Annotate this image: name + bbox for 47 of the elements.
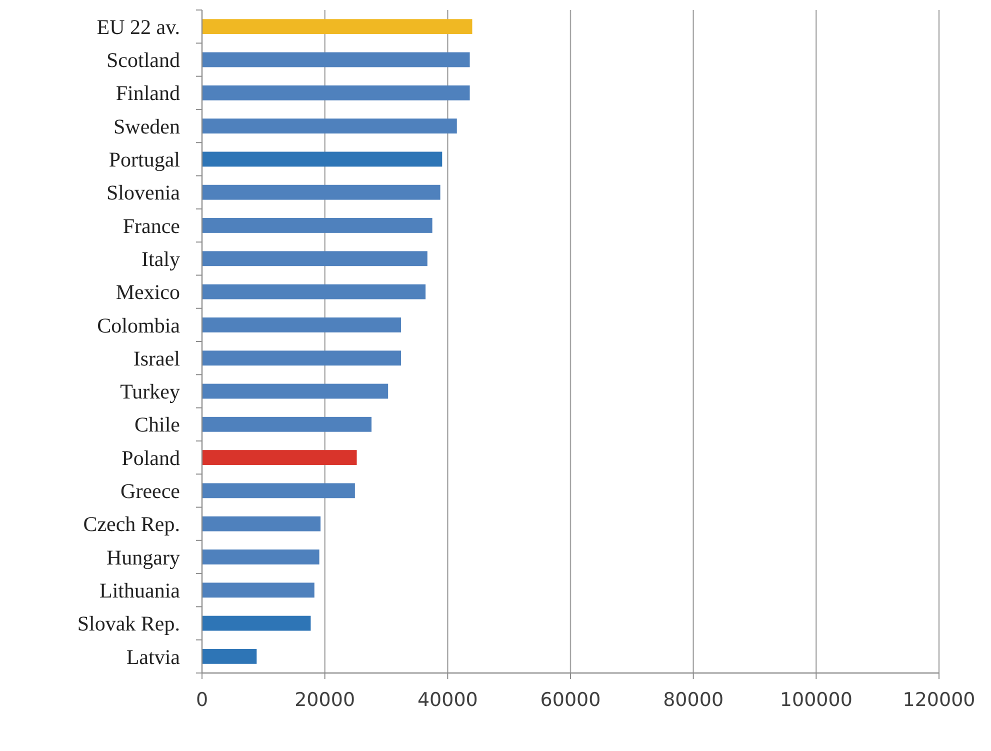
y-tick-label: EU 22 av.	[96, 14, 180, 39]
bar	[202, 550, 320, 564]
x-tick-label: 40000	[417, 689, 478, 711]
bar	[202, 118, 457, 134]
y-tick-label: Lithuania	[100, 578, 181, 602]
bar	[202, 450, 357, 465]
bar	[202, 350, 401, 366]
y-tick-label: France	[122, 214, 180, 238]
x-tick-label: 100000	[780, 689, 852, 711]
y-tick-label: Slovenia	[106, 180, 181, 205]
bar	[202, 516, 321, 532]
y-tick-label: Greece	[120, 479, 180, 504]
bar	[202, 317, 401, 332]
y-tick-label: Israel	[133, 346, 180, 370]
x-tick-label: 0	[196, 689, 208, 711]
y-tick-label: Finland	[116, 81, 180, 106]
bar	[202, 218, 432, 233]
x-tick-label: 20000	[294, 689, 356, 711]
bar	[202, 19, 472, 34]
x-tick-label: 60000	[540, 689, 601, 711]
y-tick-label: Hungary	[106, 545, 180, 570]
bar	[202, 251, 428, 266]
bar	[202, 616, 311, 631]
x-tick-label: 120000	[902, 689, 976, 711]
y-tick-label: Scotland	[106, 48, 180, 72]
y-tick-label: Mexico	[116, 280, 180, 304]
bar	[202, 85, 470, 100]
y-tick-label: Slovak Rep.	[77, 612, 180, 636]
bar	[202, 416, 372, 432]
y-tick-label: Turkey	[120, 380, 180, 404]
y-tick-label: Chile	[134, 412, 180, 437]
y-tick-label: Italy	[142, 246, 180, 271]
y-tick-label: Sweden	[114, 114, 180, 138]
y-tick-label: Portugal	[108, 148, 180, 172]
bar	[202, 384, 388, 399]
y-tick-label: Czech Rep.	[83, 512, 180, 536]
bar	[202, 284, 426, 300]
bar	[202, 648, 257, 664]
bar	[202, 152, 442, 167]
bar	[202, 52, 470, 68]
bar	[202, 184, 440, 200]
bar	[202, 582, 314, 598]
x-tick-label: 80000	[663, 689, 724, 711]
y-tick-label: Poland	[122, 446, 180, 470]
bar	[202, 483, 355, 498]
y-tick-label: Colombia	[97, 313, 181, 338]
y-tick-label: Latvia	[126, 644, 181, 669]
